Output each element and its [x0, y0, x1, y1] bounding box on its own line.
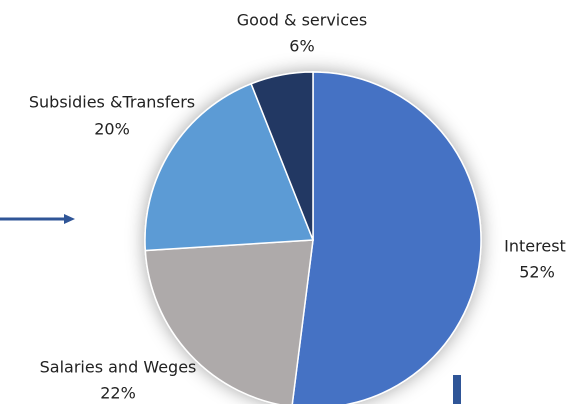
- slice-value-label: 22%: [100, 384, 136, 403]
- pie: [144, 71, 482, 404]
- pie-slice: [250, 71, 314, 241]
- slice-value-label: 52%: [519, 263, 555, 282]
- slice-label: Salaries and Weges: [40, 358, 197, 377]
- pie-slice: [291, 71, 482, 404]
- pie-slice: [144, 82, 315, 252]
- slice-value-label: 20%: [94, 120, 130, 139]
- slice-label: Good & services: [237, 11, 367, 30]
- slice-label: Subsidies &Transfers: [29, 93, 195, 112]
- pie-slice: [144, 239, 314, 404]
- accent-bar: [453, 375, 461, 404]
- slice-label: Interest: [504, 237, 566, 256]
- slice-value-label: 6%: [289, 37, 314, 56]
- arrow-head: [64, 214, 75, 224]
